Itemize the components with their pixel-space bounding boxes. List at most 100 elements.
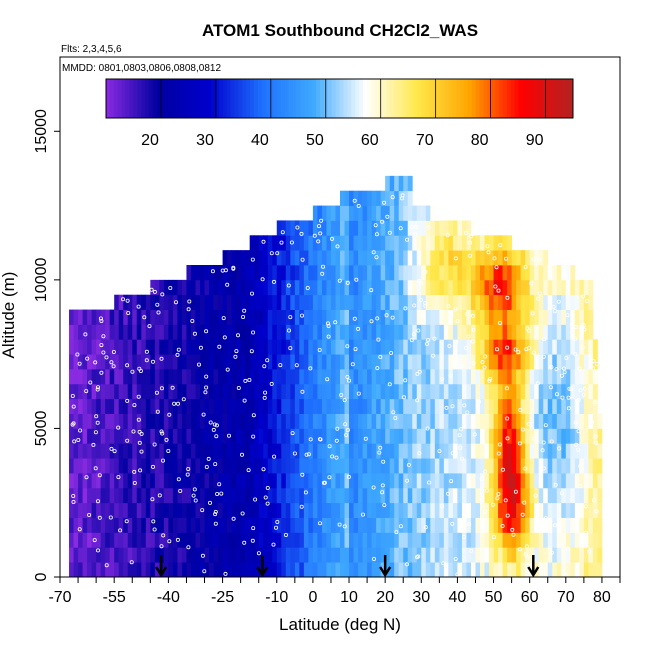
heatmap-cell xyxy=(163,428,169,444)
heatmap-cell xyxy=(73,547,79,563)
heatmap-cell xyxy=(340,279,345,296)
heatmap-cell xyxy=(281,265,287,281)
heatmap-cell xyxy=(439,547,445,563)
heatmap-cell xyxy=(209,458,214,474)
x-tick-label: 50 xyxy=(485,589,503,606)
heatmap-cell xyxy=(534,279,540,296)
heatmap-cell xyxy=(574,473,580,489)
sample-point xyxy=(479,476,484,481)
heatmap-cell xyxy=(240,339,246,355)
heatmap-cell xyxy=(520,294,526,310)
heatmap-cell xyxy=(371,532,377,548)
heatmap-cell xyxy=(520,562,526,578)
heatmap-cell xyxy=(285,473,291,489)
heatmap-cell xyxy=(321,487,327,504)
heatmap-cell xyxy=(276,502,282,518)
sample-point xyxy=(532,436,537,441)
heatmap-cell xyxy=(398,324,404,340)
heatmap-cell xyxy=(534,517,540,533)
heatmap-cell xyxy=(489,235,494,251)
heatmap-cell xyxy=(430,309,436,325)
heatmap-cell xyxy=(132,428,138,444)
heatmap-cell xyxy=(362,339,368,355)
heatmap-cell xyxy=(136,532,142,548)
sample-point xyxy=(97,515,102,520)
y-tick-label: 0 xyxy=(33,572,50,581)
heatmap-cell xyxy=(330,324,336,340)
heatmap-cell xyxy=(389,250,395,266)
heatmap-cell xyxy=(403,354,409,370)
colorbar-segment xyxy=(253,79,259,118)
sample-point xyxy=(260,277,265,282)
heatmap-cell xyxy=(87,339,93,355)
heatmap-cell xyxy=(290,428,296,444)
heatmap-cell xyxy=(294,383,300,400)
colorbar-segment xyxy=(234,79,239,118)
heatmap-cell xyxy=(516,294,522,310)
colorbar-segment xyxy=(393,79,399,118)
heatmap-cell xyxy=(204,398,210,414)
sample-point xyxy=(172,401,177,406)
sample-point xyxy=(147,324,152,329)
heatmap-cell xyxy=(168,369,174,385)
heatmap-cell xyxy=(335,250,341,266)
heatmap-cell xyxy=(457,487,463,504)
heatmap-cell xyxy=(439,413,445,429)
heatmap-cell xyxy=(317,235,323,251)
heatmap-cell xyxy=(308,458,314,474)
colorbar-segment xyxy=(382,79,387,118)
heatmap-cell xyxy=(403,413,409,429)
heatmap-cell xyxy=(516,517,522,533)
heatmap-cell xyxy=(452,309,458,325)
sample-point xyxy=(217,482,222,487)
heatmap-cell xyxy=(163,383,169,400)
heatmap-cell xyxy=(344,458,350,474)
heatmap-cell xyxy=(91,517,97,533)
sample-point xyxy=(320,271,325,276)
heatmap-cell xyxy=(236,413,242,429)
sample-point xyxy=(414,225,419,230)
heatmap-cell xyxy=(583,369,589,385)
heatmap-cell xyxy=(109,547,115,563)
heatmap-cell xyxy=(136,458,142,474)
heatmap-cell xyxy=(141,369,147,385)
sample-point xyxy=(130,369,135,374)
heatmap-cell xyxy=(204,279,210,296)
heatmap-cell xyxy=(502,428,508,444)
heatmap-cell xyxy=(389,279,395,296)
heatmap-cell xyxy=(394,339,400,355)
heatmap-cell xyxy=(403,517,409,533)
heatmap-cell xyxy=(588,428,594,444)
heatmap-cell xyxy=(498,487,503,504)
heatmap-cell xyxy=(547,547,553,563)
heatmap-cell xyxy=(109,369,115,385)
heatmap-cell xyxy=(312,383,318,400)
sample-point xyxy=(589,420,594,425)
heatmap-cell xyxy=(290,383,296,400)
heatmap-cell xyxy=(294,339,300,355)
heatmap-cell xyxy=(105,398,111,414)
heatmap-cell xyxy=(430,413,436,429)
heatmap-cell xyxy=(466,265,472,281)
heatmap-cell xyxy=(312,473,318,489)
heatmap-cell xyxy=(231,532,237,548)
heatmap-cell xyxy=(466,532,472,548)
heatmap-cell xyxy=(344,220,350,236)
sample-point xyxy=(454,339,459,344)
heatmap-cell xyxy=(484,294,490,310)
sample-point xyxy=(486,250,491,255)
heatmap-cell xyxy=(340,250,345,266)
heatmap-cell xyxy=(181,487,187,504)
heatmap-cell xyxy=(231,265,237,281)
heatmap-cell xyxy=(317,443,323,459)
heatmap-cell xyxy=(254,443,260,459)
heatmap-cell xyxy=(227,413,233,429)
heatmap-cell xyxy=(172,354,178,370)
heatmap-cell xyxy=(466,517,472,533)
heatmap-cell xyxy=(493,502,499,518)
heatmap-cell xyxy=(317,265,323,281)
heatmap-cell xyxy=(186,354,192,370)
heatmap-cell xyxy=(380,205,386,221)
heatmap-cell xyxy=(489,309,494,325)
heatmap-cell xyxy=(489,443,494,459)
